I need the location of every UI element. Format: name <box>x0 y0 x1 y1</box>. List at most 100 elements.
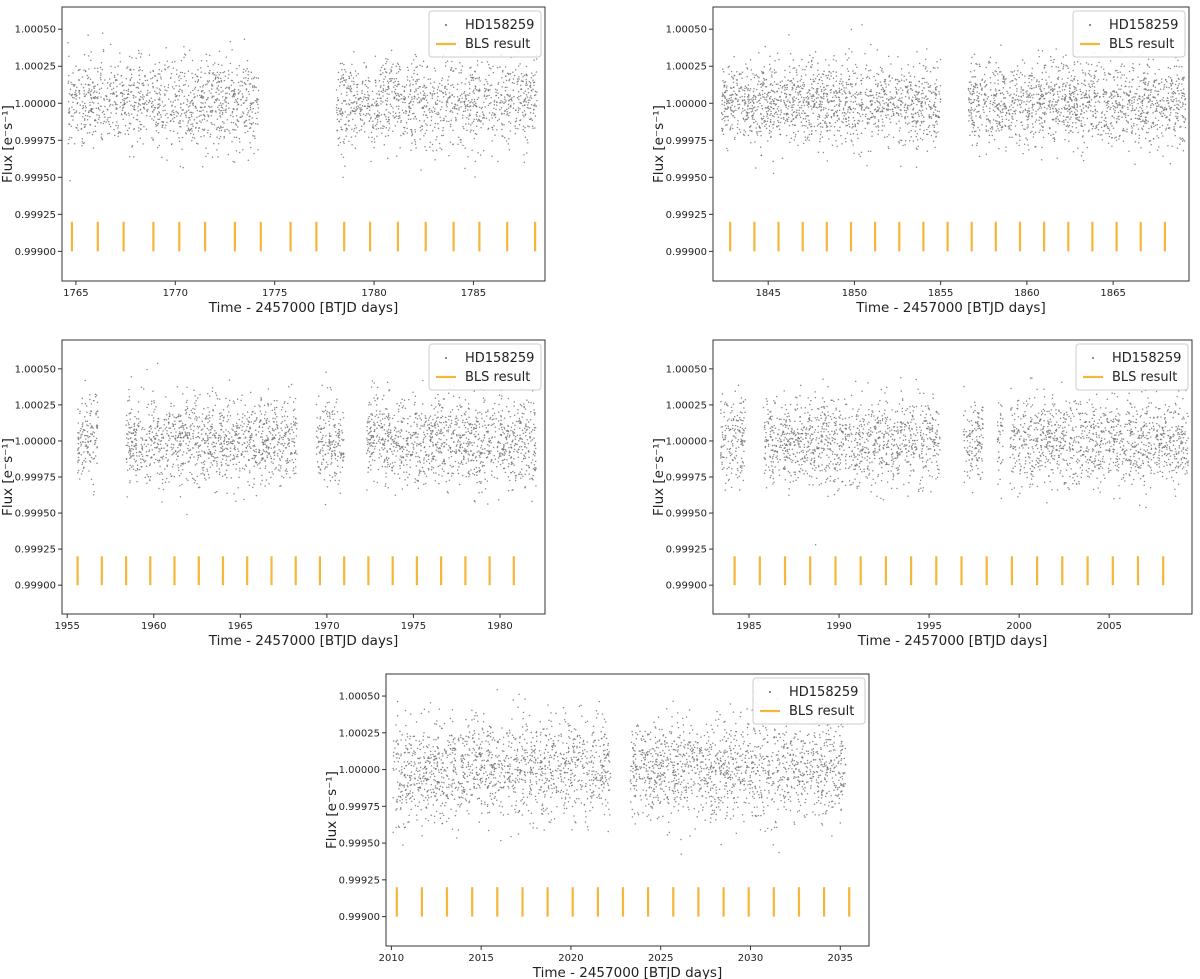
flux-point <box>167 116 169 119</box>
flux-point <box>138 70 140 72</box>
flux-point <box>1114 95 1116 97</box>
flux-point <box>462 144 464 147</box>
flux-point <box>929 90 932 93</box>
flux-point <box>1157 93 1160 95</box>
flux-point <box>70 125 73 127</box>
flux-point <box>797 104 799 106</box>
flux-point <box>424 146 426 148</box>
flux-point <box>225 92 227 95</box>
flux-point <box>898 120 900 122</box>
flux-point <box>866 164 868 167</box>
flux-point <box>369 80 371 83</box>
flux-point <box>978 135 981 138</box>
flux-point <box>425 123 427 125</box>
flux-point <box>211 156 214 158</box>
flux-point <box>1039 105 1042 107</box>
flux-point <box>870 99 872 102</box>
flux-point <box>739 96 741 99</box>
flux-point <box>348 75 350 78</box>
flux-point <box>172 101 174 103</box>
flux-point <box>71 96 74 99</box>
flux-point <box>464 94 467 96</box>
flux-point <box>402 112 405 114</box>
flux-point <box>878 101 880 103</box>
flux-point <box>849 108 852 110</box>
flux-point <box>1065 84 1067 86</box>
flux-point <box>243 82 246 84</box>
flux-point <box>411 96 413 98</box>
flux-point <box>743 118 745 121</box>
flux-point <box>215 111 217 113</box>
flux-point <box>200 110 202 112</box>
flux-point <box>462 110 465 113</box>
flux-point <box>808 97 810 99</box>
flux-point <box>423 76 425 79</box>
flux-point <box>445 61 447 64</box>
flux-point <box>382 64 384 67</box>
flux-point <box>186 125 188 127</box>
flux-point <box>817 62 819 65</box>
flux-point <box>868 69 870 72</box>
flux-point <box>467 109 469 111</box>
flux-point <box>747 87 749 90</box>
flux-point <box>445 93 447 96</box>
flux-point <box>973 123 975 126</box>
flux-point <box>133 104 136 107</box>
flux-point <box>71 93 74 96</box>
flux-point <box>793 124 796 126</box>
flux-point <box>389 112 392 115</box>
flux-point <box>1183 93 1186 95</box>
flux-point <box>801 87 804 90</box>
flux-point <box>852 101 855 104</box>
flux-point <box>256 98 258 100</box>
flux-point <box>725 124 727 126</box>
flux-point <box>917 91 919 93</box>
flux-point <box>912 107 915 109</box>
flux-point <box>812 78 814 81</box>
flux-point <box>1111 102 1114 105</box>
flux-point <box>1036 79 1038 81</box>
flux-point <box>513 82 515 85</box>
flux-point <box>76 86 78 89</box>
flux-point <box>173 116 176 119</box>
flux-point <box>192 125 194 128</box>
flux-point <box>411 112 414 115</box>
flux-point <box>185 116 187 118</box>
flux-point <box>86 132 89 134</box>
flux-point <box>242 112 245 115</box>
flux-point <box>524 104 526 106</box>
flux-point <box>1044 92 1047 94</box>
flux-point <box>839 89 841 91</box>
flux-point <box>127 66 129 68</box>
flux-point <box>81 107 84 110</box>
flux-point <box>164 93 166 95</box>
flux-point <box>840 78 842 80</box>
flux-point <box>367 113 370 115</box>
flux-point <box>791 97 794 99</box>
flux-point <box>826 93 829 95</box>
flux-point <box>984 86 986 88</box>
flux-point <box>1021 111 1024 114</box>
flux-point <box>533 59 535 61</box>
flux-point <box>484 90 486 93</box>
flux-point <box>898 142 901 144</box>
flux-point <box>723 86 725 88</box>
flux-point <box>934 93 936 95</box>
flux-point <box>375 100 378 103</box>
flux-point <box>1115 102 1118 104</box>
flux-point <box>367 136 370 139</box>
flux-point <box>94 125 97 128</box>
flux-point <box>198 127 200 129</box>
flux-point <box>471 122 473 124</box>
flux-point <box>1082 91 1084 94</box>
flux-point <box>392 115 394 117</box>
flux-point <box>527 99 530 101</box>
flux-point <box>1111 125 1113 127</box>
flux-point <box>877 83 879 85</box>
flux-point <box>1179 126 1181 129</box>
flux-point <box>926 70 928 72</box>
flux-point <box>223 122 225 124</box>
flux-point <box>816 75 819 77</box>
flux-point <box>167 84 170 86</box>
